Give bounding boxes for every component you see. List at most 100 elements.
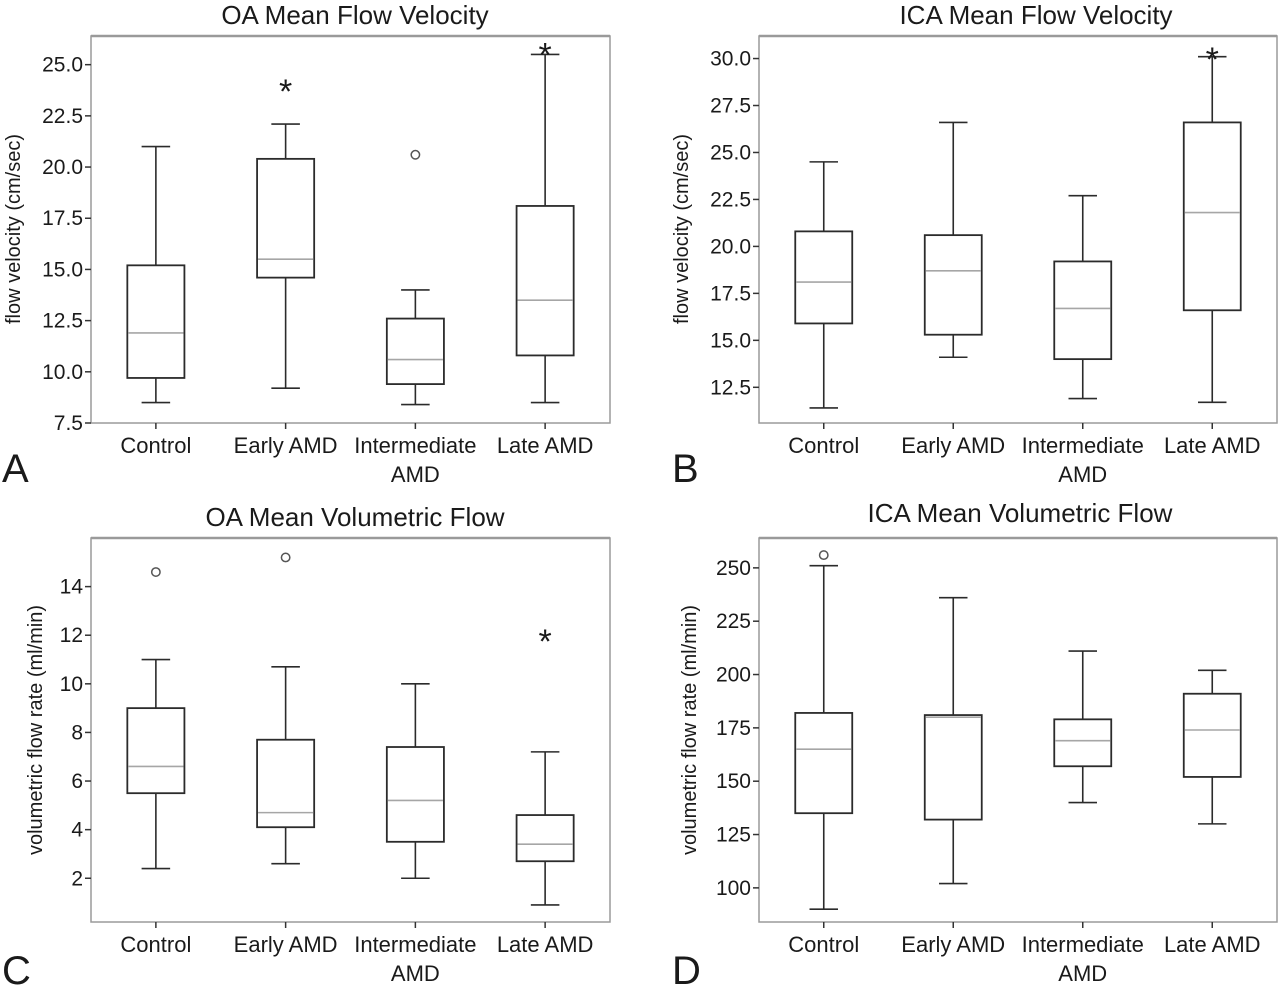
y-tick-label: 30.0	[710, 48, 751, 71]
x-tick-label: Early AMD	[234, 433, 338, 458]
box-body	[256, 738, 316, 829]
box-body	[794, 230, 854, 325]
panel-letter: B	[672, 447, 699, 491]
extreme-point: *	[1206, 41, 1219, 79]
panel-letter: A	[2, 447, 29, 491]
panel-letter: C	[2, 949, 31, 985]
box-2	[923, 596, 983, 885]
box-4: *	[515, 36, 575, 404]
y-tick-label: 6	[71, 770, 83, 793]
chart-panel-c: OA Mean Volumetric Flow volumetric flow r…	[2, 502, 611, 985]
y-tick-label: 20.0	[42, 156, 83, 179]
x-tick-label: Early AMD	[901, 433, 1005, 458]
box-body	[1182, 692, 1242, 778]
y-tick-label: 8	[71, 721, 83, 744]
x-tick-label: Intermediate	[354, 932, 476, 957]
box-body	[126, 707, 186, 795]
x-tick-label: Intermediate	[354, 433, 476, 458]
box-body	[923, 234, 983, 336]
box-3	[1053, 650, 1113, 804]
box-1	[126, 145, 186, 404]
y-tick-label: 7.5	[54, 412, 83, 435]
box-3	[1053, 194, 1113, 400]
box-body	[515, 205, 575, 357]
y-tick-label: 20.0	[710, 235, 751, 258]
chart-title: ICA Mean Flow Velocity	[899, 0, 1172, 30]
box-body	[385, 746, 445, 843]
panel-letter: D	[672, 949, 701, 985]
y-tick-label: 2	[71, 867, 83, 890]
box-1	[126, 567, 186, 870]
chart-title: OA Mean Volumetric Flow	[205, 502, 504, 532]
chart-title: ICA Mean Volumetric Flow	[868, 498, 1173, 528]
y-tick-label: 25.0	[710, 141, 751, 164]
y-tick-label: 22.5	[710, 188, 751, 211]
box-2	[256, 552, 316, 865]
y-axis-label: volumetric flow rate (ml/min)	[25, 605, 47, 855]
y-tick-label: 12.5	[42, 310, 83, 333]
box-4	[1182, 669, 1242, 825]
y-axis-label: flow velocity (cm/sec)	[671, 134, 693, 324]
y-tick-label: 25.0	[42, 54, 83, 77]
x-tick-label: Control	[788, 433, 859, 458]
y-tick-label: 12	[60, 624, 83, 647]
y-tick-label: 200	[716, 664, 751, 687]
extreme-point: *	[539, 36, 552, 74]
y-tick-label: 250	[716, 557, 751, 580]
box-4: *	[1182, 41, 1242, 404]
chart-panel-b: ICA Mean Flow Velocity flow velocity (cm/…	[671, 0, 1278, 491]
y-tick-label: 125	[716, 824, 751, 847]
y-tick-label: 17.5	[42, 207, 83, 230]
chart-title: OA Mean Flow Velocity	[221, 0, 488, 30]
x-tick-label: Early AMD	[901, 932, 1005, 957]
box-body	[794, 712, 854, 815]
y-axis-label: flow velocity (cm/sec)	[3, 134, 25, 324]
y-tick-label: 150	[716, 770, 751, 793]
outlier-point	[280, 552, 291, 563]
y-tick-label: 225	[716, 610, 751, 633]
x-tick-label: AMD	[1058, 961, 1107, 985]
box-3	[385, 149, 445, 406]
y-axis-label: volumetric flow rate (ml/min)	[679, 605, 701, 855]
x-tick-label: Late AMD	[497, 433, 594, 458]
x-tick-label: Early AMD	[234, 932, 338, 957]
box-body	[515, 814, 575, 863]
x-tick-label: AMD	[1058, 462, 1107, 487]
box-body	[923, 714, 983, 821]
box-body	[256, 157, 316, 279]
x-tick-label: Control	[120, 932, 191, 957]
y-tick-label: 15.0	[42, 258, 83, 281]
box-1	[794, 550, 854, 911]
box-body	[126, 264, 186, 379]
y-tick-label: 22.5	[42, 105, 83, 128]
x-tick-label: Control	[120, 433, 191, 458]
y-tick-label: 10	[60, 673, 83, 696]
box-body	[385, 317, 445, 385]
y-tick-label: 15.0	[710, 329, 751, 352]
y-tick-label: 12.5	[710, 376, 751, 399]
x-tick-label: AMD	[391, 961, 440, 985]
y-tick-label: 27.5	[710, 95, 751, 118]
y-tick-label: 10.0	[42, 361, 83, 384]
box-body	[1053, 718, 1113, 768]
extreme-point: *	[279, 73, 292, 111]
x-tick-label: Control	[788, 932, 859, 957]
chart-panel-d: ICA Mean Volumetric Flow volumetric flow …	[672, 498, 1278, 985]
box-2	[923, 121, 983, 359]
box-body	[1182, 121, 1242, 312]
box-body	[1053, 260, 1113, 361]
x-tick-label: Late AMD	[497, 932, 594, 957]
outlier-point	[410, 149, 421, 160]
extreme-point: *	[539, 623, 552, 661]
box-4: *	[515, 623, 575, 906]
y-tick-label: 4	[71, 819, 83, 842]
x-tick-label: Late AMD	[1164, 433, 1261, 458]
box-3	[385, 683, 445, 880]
outlier-point	[150, 567, 161, 577]
y-tick-label: 100	[716, 877, 751, 900]
x-tick-label: Late AMD	[1164, 932, 1261, 957]
x-tick-label: AMD	[391, 462, 440, 487]
y-tick-label: 17.5	[710, 282, 751, 305]
x-tick-label: Intermediate	[1022, 932, 1144, 957]
